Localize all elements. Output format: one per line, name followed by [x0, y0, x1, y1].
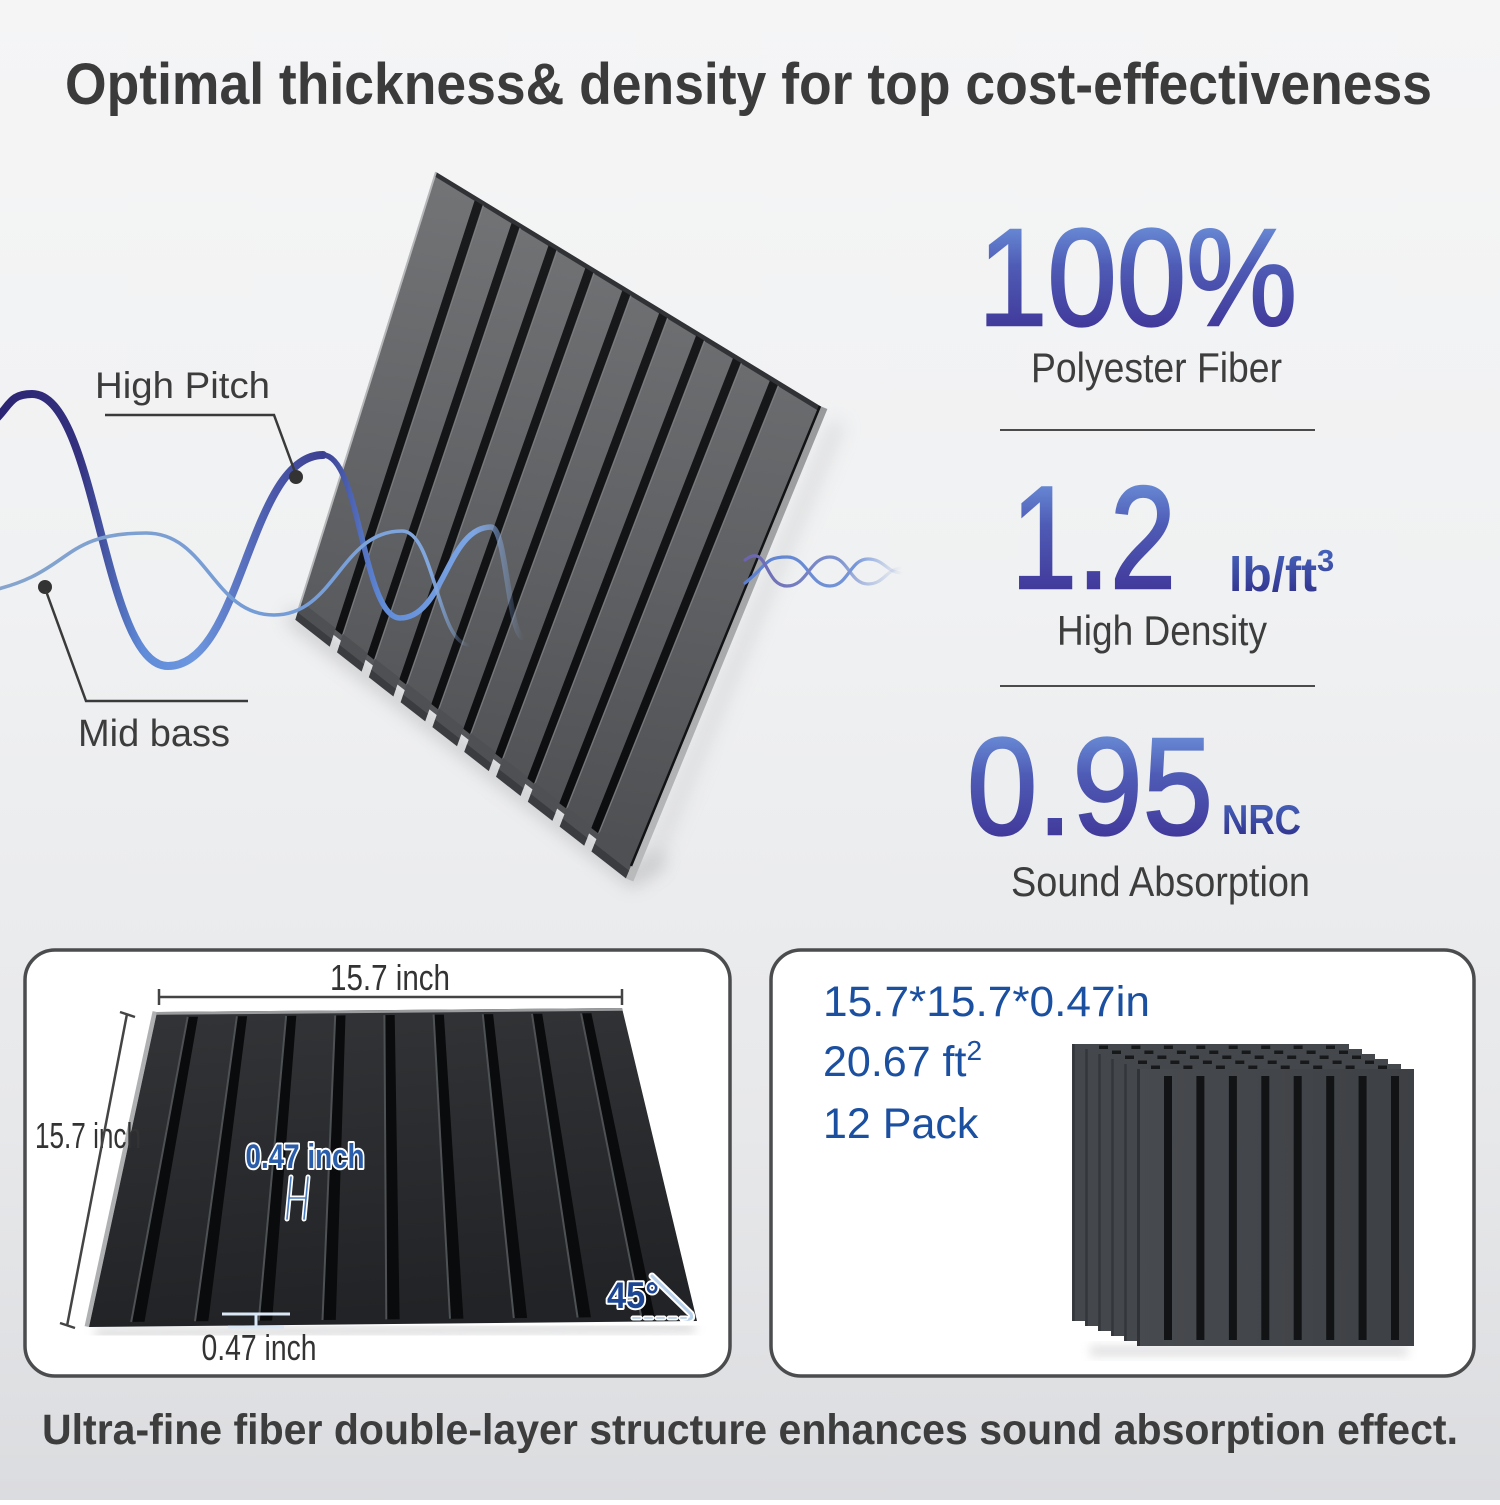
svg-text:Optimal thickness& density for: Optimal thickness& density for top cost-… [65, 52, 1432, 117]
svg-text:Ultra-fine fiber double-layer: Ultra-fine fiber double-layer structure … [42, 1406, 1458, 1454]
svg-text:0.47 inch: 0.47 inch [246, 1138, 365, 1176]
svg-text:NRC: NRC [1222, 796, 1301, 843]
svg-text:Mid bass: Mid bass [78, 713, 230, 755]
svg-text:45°: 45° [607, 1275, 659, 1316]
svg-text:20.67 ft2: 20.67 ft2 [823, 1035, 982, 1086]
svg-text:15.7*15.7*0.47in: 15.7*15.7*0.47in [823, 978, 1150, 1026]
svg-text:0.47 inch: 0.47 inch [202, 1327, 317, 1368]
svg-text:High Density: High Density [1057, 607, 1267, 654]
svg-text:lb/ft3: lb/ft3 [1229, 543, 1334, 602]
svg-text:15.7 inch: 15.7 inch [35, 1115, 141, 1156]
svg-text:Polyester Fiber: Polyester Fiber [1031, 344, 1282, 391]
svg-text:12 Pack: 12 Pack [823, 1100, 979, 1148]
svg-text:Sound Absorption: Sound Absorption [1011, 858, 1310, 905]
svg-text:15.7 inch: 15.7 inch [330, 957, 450, 998]
svg-text:1.2: 1.2 [1011, 456, 1176, 619]
svg-text:0.95: 0.95 [967, 710, 1213, 864]
svg-text:High Pitch: High Pitch [95, 365, 270, 406]
svg-text:100%: 100% [978, 201, 1297, 355]
